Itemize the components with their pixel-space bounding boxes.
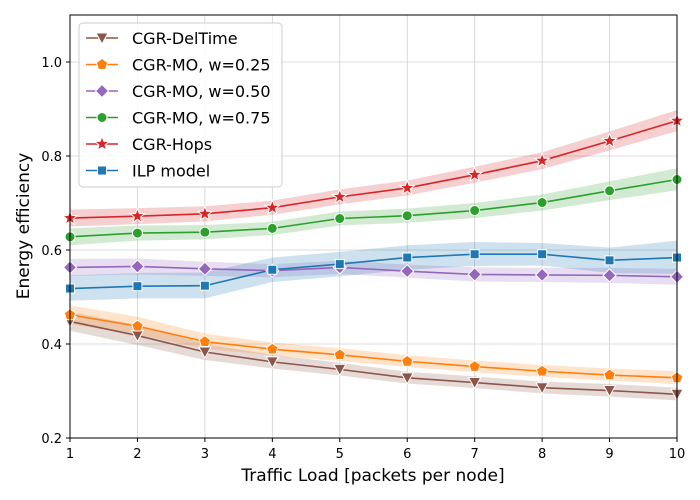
series-line-ilp-model xyxy=(69,253,678,290)
data-point-cgr-mo-w-0-25 xyxy=(400,354,414,367)
data-point-ilp-model xyxy=(402,252,413,263)
series-line-cgr-mo-w-0-75 xyxy=(69,178,678,238)
legend-marker-cgr-mo-w-0-25 xyxy=(95,57,109,70)
data-point-cgr-mo-w-0-50 xyxy=(400,263,415,279)
legend: CGR-DelTime CGR-MO, w=0.25 CGR-MO, w=0.50 C… xyxy=(78,22,283,188)
legend-label-ilp-model: ILP model xyxy=(132,162,210,181)
data-point-ilp-model xyxy=(334,259,345,270)
data-point-cgr-mo-w-0-50 xyxy=(602,268,617,283)
confidence-band-cgr-hops xyxy=(70,109,677,227)
x-axis-ticks: 1 2 3 4 5 6 7 8 9 10 xyxy=(66,438,685,462)
series-line-cgr-mo-w-0-25 xyxy=(69,314,678,379)
data-point-cgr-mo-w-0-25 xyxy=(603,368,616,381)
y-tick-label: 0.4 xyxy=(41,338,62,353)
data-point-cgr-deltime xyxy=(400,372,415,385)
data-point-ilp-model xyxy=(199,280,210,291)
x-tick-label: 5 xyxy=(336,447,344,462)
data-point-cgr-mo-w-0-75 xyxy=(604,185,616,197)
data-point-ilp-model xyxy=(469,249,480,260)
data-point-cgr-mo-w-0-25 xyxy=(468,359,481,372)
legend-marker-ilp-model xyxy=(97,165,107,176)
y-axis-ticks: 0.2 0.4 0.6 0.8 1.0 xyxy=(41,56,70,447)
series-line-cgr-deltime xyxy=(69,320,678,396)
data-point-cgr-mo-w-0-50 xyxy=(467,267,482,282)
legend-label-cgr-mo-w-0-50: CGR-MO, w=0.50 xyxy=(132,82,271,101)
data-point-cgr-mo-w-0-25 xyxy=(198,335,212,348)
y-tick-label: 0.2 xyxy=(41,432,62,447)
data-point-cgr-mo-w-0-25 xyxy=(333,348,347,361)
data-point-cgr-hops xyxy=(398,179,416,196)
y-axis-label: Energy efficiency xyxy=(14,153,34,300)
data-point-cgr-deltime xyxy=(332,363,347,377)
data-point-cgr-hops xyxy=(128,207,146,224)
legend-label-cgr-mo-w-0-75: CGR-MO, w=0.75 xyxy=(132,109,271,128)
data-point-cgr-hops xyxy=(196,204,214,222)
data-point-cgr-hops xyxy=(533,151,551,168)
x-tick-label: 4 xyxy=(268,447,276,462)
legend-marker-cgr-mo-w-0-50 xyxy=(94,83,110,99)
x-tick-label: 3 xyxy=(201,447,209,462)
confidence-band-cgr-mo-w-0-75 xyxy=(70,168,677,246)
data-point-cgr-hops xyxy=(263,198,281,215)
data-point-cgr-mo-w-0-75 xyxy=(401,210,413,222)
data-point-cgr-hops xyxy=(331,187,349,205)
y-tick-label: 1.0 xyxy=(41,56,62,71)
legend-label-cgr-hops: CGR-Hops xyxy=(132,135,212,154)
x-tick-label: 1 xyxy=(66,447,74,462)
x-tick-label: 2 xyxy=(133,447,141,462)
series-line-cgr-mo-w-0-50 xyxy=(69,265,678,278)
data-point-ilp-model xyxy=(132,281,143,292)
data-point-cgr-mo-w-0-25 xyxy=(266,342,279,355)
confidence-band-ilp-model xyxy=(70,240,677,301)
data-point-cgr-mo-w-0-75 xyxy=(469,205,481,217)
x-tick-label: 10 xyxy=(669,447,686,462)
confidence-band-cgr-mo-w-0-50 xyxy=(70,258,677,285)
data-point-cgr-deltime xyxy=(535,382,549,395)
series-line-cgr-hops xyxy=(69,119,678,219)
x-tick-label: 9 xyxy=(605,447,613,462)
plot-area-frame xyxy=(69,14,678,439)
data-point-ilp-model xyxy=(537,249,548,260)
data-point-cgr-mo-w-0-50 xyxy=(130,259,145,274)
data-point-cgr-mo-w-0-25 xyxy=(131,319,144,332)
data-point-ilp-model xyxy=(267,264,278,275)
legend-box xyxy=(78,22,283,188)
data-point-cgr-deltime xyxy=(602,385,617,398)
data-point-cgr-hops xyxy=(466,165,484,182)
confidence-band-cgr-mo-w-0-25 xyxy=(70,305,677,384)
data-point-cgr-mo-w-0-50 xyxy=(534,267,550,283)
data-point-cgr-deltime xyxy=(467,377,482,390)
data-point-ilp-model xyxy=(604,255,615,266)
x-tick-label: 7 xyxy=(471,447,479,462)
data-point-cgr-mo-w-0-75 xyxy=(536,197,548,209)
x-tick-label: 6 xyxy=(403,447,411,462)
x-tick-label: 8 xyxy=(538,447,546,462)
y-tick-label: 0.8 xyxy=(41,150,62,165)
data-point-cgr-mo-w-0-25 xyxy=(535,364,549,377)
data-point-cgr-mo-w-0-75 xyxy=(199,226,211,238)
legend-marker-cgr-mo-w-0-75 xyxy=(96,112,108,123)
data-point-cgr-mo-w-0-75 xyxy=(266,222,278,234)
data-point-cgr-deltime xyxy=(265,356,280,369)
series-lines xyxy=(69,119,678,396)
x-axis-label: Traffic Load [packets per node] xyxy=(240,466,504,486)
legend-label-cgr-deltime: CGR-DelTime xyxy=(132,29,238,48)
legend-marker-cgr-deltime xyxy=(95,32,109,46)
data-point-cgr-hops xyxy=(601,132,619,149)
data-point-cgr-mo-w-0-75 xyxy=(131,227,143,239)
data-point-cgr-mo-w-0-50 xyxy=(197,261,213,277)
data-point-cgr-mo-w-0-75 xyxy=(334,213,346,225)
legend-label-cgr-mo-w-0-25: CGR-MO, w=0.25 xyxy=(132,56,271,75)
legend-marker-cgr-hops xyxy=(93,135,111,152)
y-tick-label: 0.6 xyxy=(41,244,62,259)
